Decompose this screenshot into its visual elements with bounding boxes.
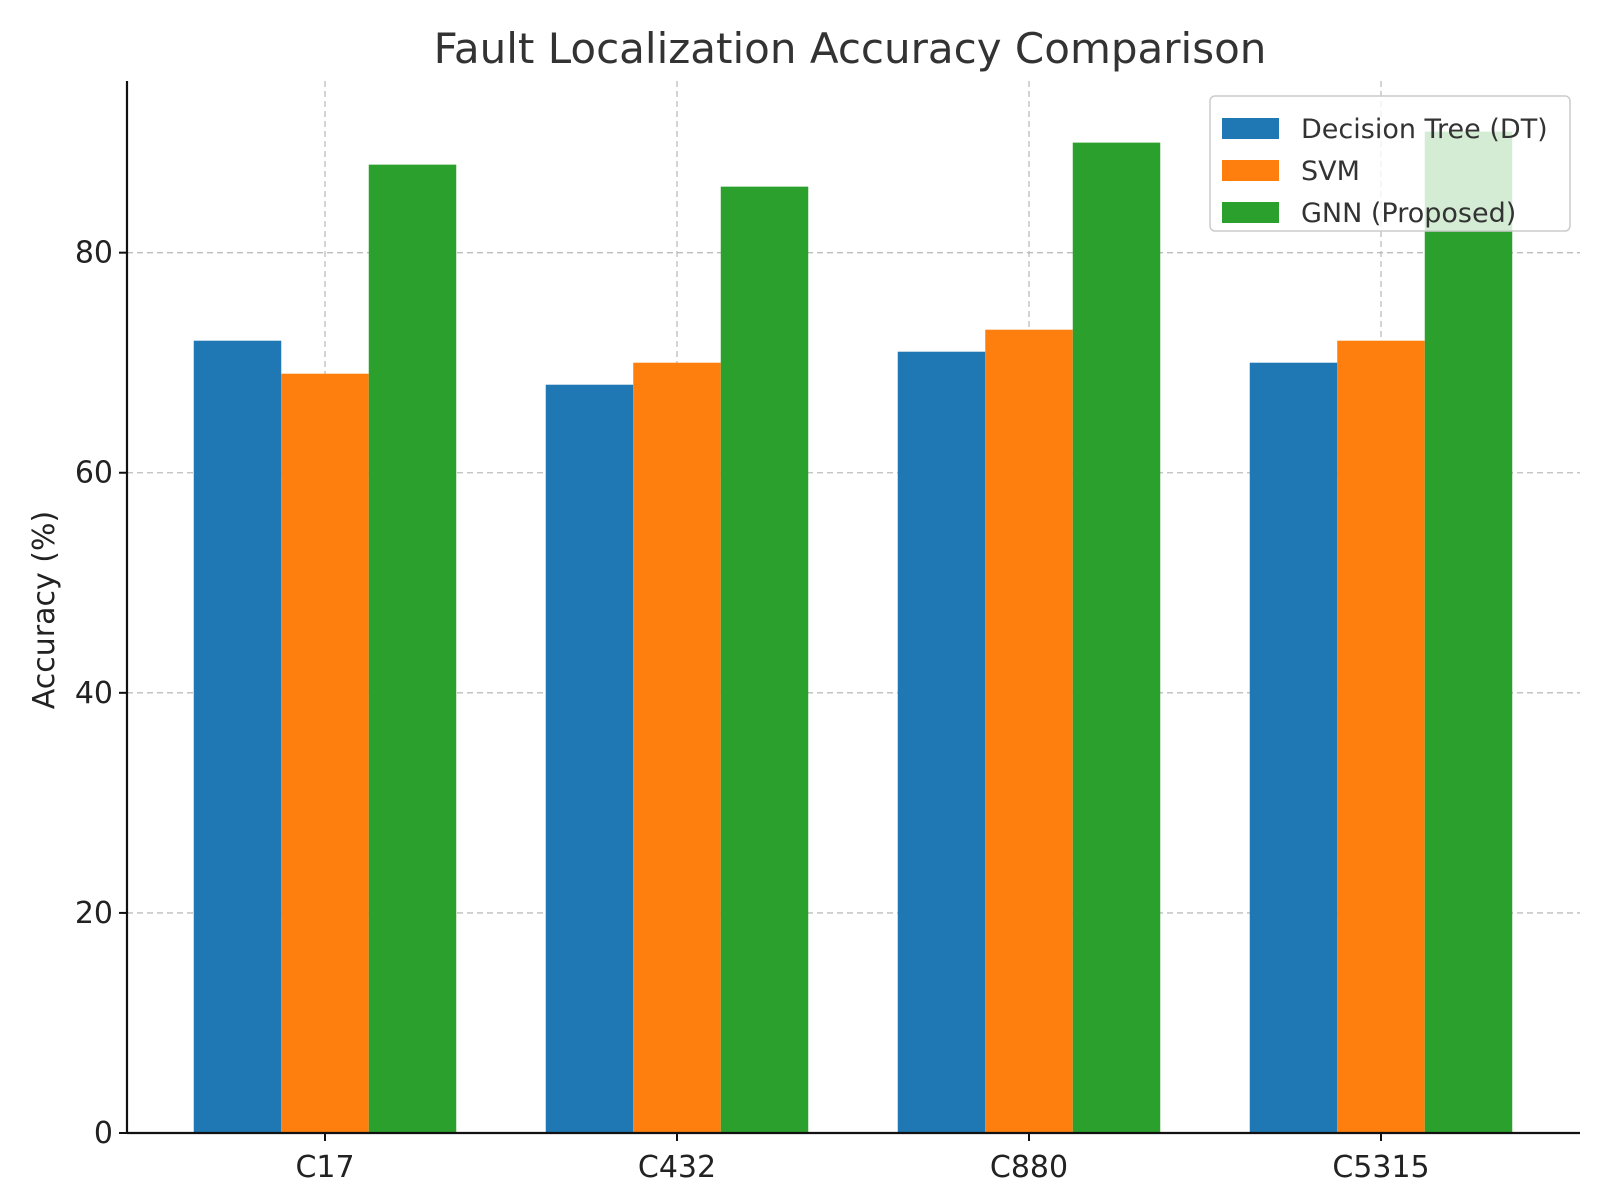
tick-labels: 0 20 40 60 80 C17 C432 C880 C5315: [75, 236, 1430, 1185]
bar-c5315-svm: [1337, 340, 1425, 1133]
x-tick-label: C5315: [1332, 1150, 1429, 1185]
bar-c17-svm: [281, 373, 369, 1133]
y-tick-label: 40: [75, 676, 113, 711]
bar-c17-dt: [193, 340, 282, 1133]
bar-c432-svm: [633, 362, 721, 1133]
bar-c5315-dt: [1249, 362, 1338, 1133]
y-tick-label: 0: [94, 1116, 113, 1151]
legend: Decision Tree (DT) SVM GNN (Proposed): [1209, 95, 1571, 232]
x-tick-label: C17: [295, 1150, 354, 1185]
legend-box: [1209, 95, 1571, 232]
bar-c880-dt: [897, 351, 986, 1133]
legend-label: Decision Tree (DT): [1301, 114, 1548, 145]
legend-swatch: [1222, 160, 1279, 181]
bar-c17-gnn: [368, 164, 457, 1133]
bar-c880-gnn: [1072, 142, 1161, 1134]
x-tick-label: C432: [638, 1150, 716, 1185]
y-axis-label: Accuracy (%): [27, 511, 62, 709]
y-tick-label: 60: [75, 456, 113, 491]
bars: [193, 131, 1513, 1134]
axes: [119, 81, 1580, 1141]
y-tick-label: 20: [75, 896, 113, 931]
legend-swatch: [1222, 118, 1279, 139]
bar-c432-dt: [545, 384, 634, 1134]
bar-c880-svm: [985, 329, 1073, 1133]
legend-label: SVM: [1301, 156, 1360, 187]
y-tick-label: 80: [75, 236, 113, 271]
x-tick-label: C880: [990, 1150, 1068, 1185]
legend-swatch: [1222, 202, 1279, 223]
bar-c5315-gnn: [1424, 131, 1513, 1133]
bar-c432-gnn: [720, 186, 809, 1134]
chart-title: Fault Localization Accuracy Comparison: [434, 24, 1267, 73]
legend-label: GNN (Proposed): [1301, 198, 1516, 229]
